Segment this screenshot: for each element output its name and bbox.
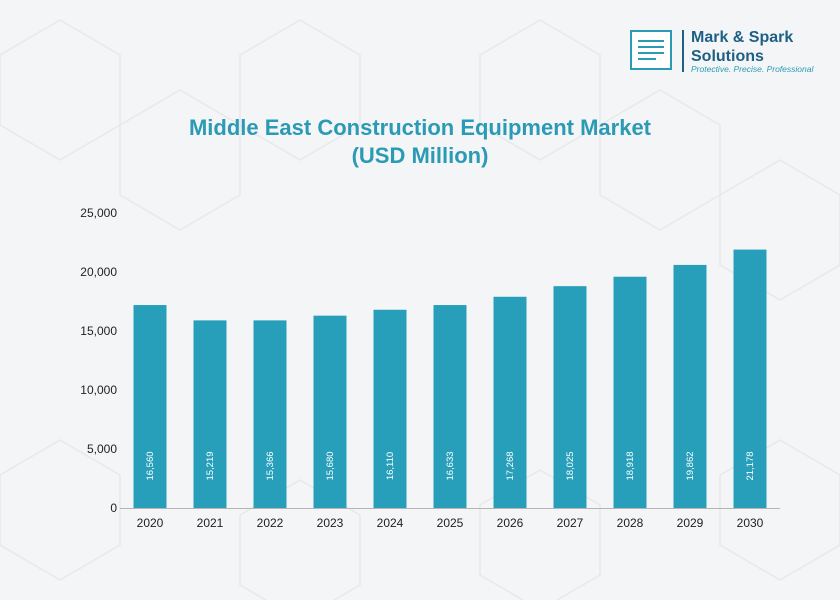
x-tick-label: 2029 (677, 516, 704, 530)
chart-title: Middle East Construction Equipment Marke… (0, 114, 840, 170)
bar-value-label: 15,680 (325, 451, 336, 480)
bar (313, 315, 347, 508)
bar-value-label: 16,110 (385, 452, 396, 480)
document-icon (630, 30, 672, 70)
bar-value-label: 15,219 (205, 451, 216, 480)
bar-value-label: 18,025 (565, 451, 576, 480)
bar (673, 264, 707, 508)
bar (553, 286, 587, 508)
y-tick-label: 0 (110, 501, 117, 515)
x-tick-label: 2030 (737, 516, 764, 530)
x-tick-label: 2020 (137, 516, 164, 530)
bar-value-label: 19,862 (685, 451, 696, 480)
x-tick-label: 2022 (257, 516, 284, 530)
logo-divider (682, 30, 684, 72)
bar (733, 249, 767, 508)
y-axis: 0 5,000 10,000 15,000 20,000 25,000 (80, 206, 117, 515)
y-tick-label: 10,000 (80, 383, 117, 397)
x-tick-label: 2026 (497, 516, 524, 530)
bar (493, 296, 527, 508)
y-tick-label: 25,000 (80, 206, 117, 220)
bar (133, 305, 167, 508)
bar (193, 320, 227, 508)
brand-tagline: Protective. Precise. Professional (691, 64, 814, 74)
bar (613, 276, 647, 508)
y-tick-label: 5,000 (87, 442, 117, 456)
x-axis: 2020 2021 2022 2023 2024 2025 2026 2027 2028 2029… (137, 516, 764, 530)
x-tick-label: 2028 (617, 516, 644, 530)
chart-title-line1: Middle East Construction Equipment Marke… (188, 115, 652, 140)
bar-value-label: 16,633 (445, 451, 456, 480)
bar-value-label: 15,366 (265, 451, 276, 480)
x-tick-label: 2027 (557, 516, 584, 530)
bar-value-label: 21,178 (745, 451, 756, 480)
brand-name: Mark & Spark Solutions (691, 28, 840, 66)
x-tick-label: 2024 (377, 516, 404, 530)
y-tick-label: 20,000 (80, 265, 117, 279)
chart-title-line2: (USD Million) (351, 143, 489, 168)
bar-value-label: 16,560 (145, 451, 156, 480)
brand-logo: Mark & Spark Solutions Protective. Preci… (630, 29, 830, 78)
brand-name-line2: Solutions (691, 48, 764, 65)
bar (373, 309, 407, 508)
x-tick-label: 2023 (317, 516, 344, 530)
x-tick-label: 2021 (197, 516, 224, 530)
bar-value-label: 17,268 (505, 451, 516, 480)
bars: 16,560 15,219 15,366 15,680 16,110 16,633 17,2… (133, 249, 767, 508)
y-tick-label: 15,000 (80, 324, 117, 338)
brand-name-line1: Mark & Spark (691, 29, 794, 46)
x-tick-label: 2025 (437, 516, 464, 530)
bar (253, 320, 287, 508)
bar (433, 305, 467, 508)
bar-value-label: 18,918 (625, 451, 636, 480)
